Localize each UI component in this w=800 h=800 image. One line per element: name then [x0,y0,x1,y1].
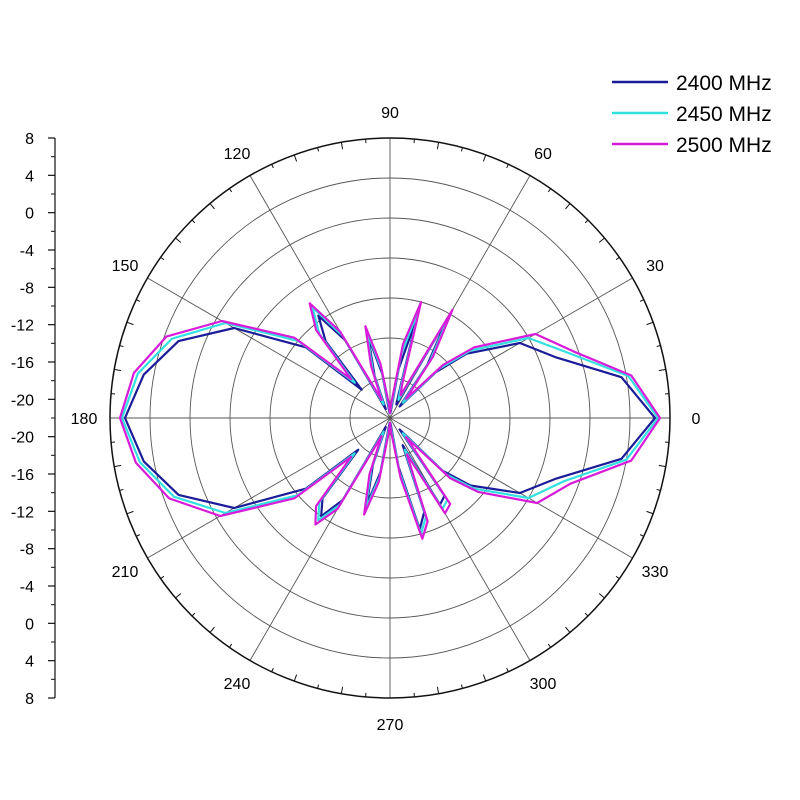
radial-tick-label: -8 [20,542,34,559]
angle-tick [228,643,233,648]
legend-label: 2500 MHz [676,134,772,157]
angle-tick [136,534,141,537]
angle-tick [584,612,589,617]
angle-tick [317,684,320,689]
angle-label: 210 [112,564,139,581]
angle-tick [136,299,141,302]
angle-tick [114,368,122,372]
angle-tick [615,575,620,580]
grid-spoke [147,417,391,559]
angle-tick [460,147,463,152]
angle-tick [482,674,487,682]
angle-tick [547,188,552,193]
grid-spoke [389,277,633,419]
angle-tick [191,612,196,617]
angle-tick [460,684,463,689]
angle-tick [160,256,165,261]
radial-tick-label: -20 [11,430,34,447]
angle-tick [271,164,274,169]
angle-tick [126,321,134,326]
angle-tick [639,299,644,302]
angle-tick [639,534,644,537]
angle-tick [175,237,182,243]
radial-tick-label: 4 [25,168,34,185]
angle-tick [598,237,605,243]
angle-tick [646,321,654,326]
radial-tick-label: -20 [11,392,34,409]
angle-tick [228,188,233,193]
angle-tick [658,368,666,372]
grid-spoke [147,277,391,419]
angle-label: 240 [224,676,251,693]
angle-label: 90 [381,105,399,122]
series-group [118,300,662,540]
radial-tick-label: 8 [25,131,34,148]
angle-label: 270 [377,717,404,734]
angle-label: 60 [534,146,552,163]
radial-tick-label: -16 [11,355,34,372]
legend-label: 2400 MHz [676,72,772,95]
angle-tick [547,643,552,648]
angle-tick [119,345,124,348]
angle-label: 120 [224,146,251,163]
angle-label: 30 [646,258,664,275]
radial-tick-label: -8 [20,280,34,297]
radial-tick-label: 4 [25,654,34,671]
angle-tick [293,154,298,162]
angle-label: 0 [692,411,701,428]
angle-label: 330 [642,564,669,581]
angle-tick [615,256,620,261]
angle-labels: 0 30 60 90 120 150 180 210 240 270 300 330 [71,105,701,734]
angle-tick [646,510,654,515]
radial-tick-label: -12 [11,318,34,335]
angle-tick [340,142,344,150]
radial-tick-label: 0 [25,206,34,223]
grid-spoke [389,417,531,661]
angle-tick [191,219,196,224]
angle-tick [436,142,440,150]
angle-ticks [111,139,669,697]
angle-tick [317,147,320,152]
angle-tick [656,345,661,348]
angle-tick [598,593,605,599]
angle-tick [565,203,571,210]
radial-tick-label: -4 [20,579,34,596]
angle-tick [271,667,274,672]
angle-tick [482,154,487,162]
angle-tick [436,686,440,694]
series-line-2500-mhz [118,300,662,540]
angle-tick [656,488,661,491]
angle-tick [126,510,134,515]
radial-axis-labels: 8 4 0 -4 -8 -12 -16 -20 -20 -16 -12 -8 -4 0 4 8 [11,131,55,708]
angle-tick [293,674,298,682]
angle-tick [209,626,215,633]
angle-tick [175,593,182,599]
angle-tick [119,488,124,491]
angle-tick [114,464,122,468]
angle-label: 180 [71,411,98,428]
outer-circle [109,137,671,699]
angle-label: 300 [530,676,557,693]
radial-tick-label: -4 [20,243,34,260]
angle-tick [209,203,215,210]
angle-tick [160,575,165,580]
radial-tick-label: 0 [25,616,34,633]
angle-label: 150 [112,258,139,275]
angle-tick [340,686,344,694]
radial-tick-label: -12 [11,504,34,521]
legend: 2400 MHz 2450 MHz 2500 MHz [612,72,772,157]
angle-tick [565,626,571,633]
angle-tick [658,464,666,468]
angle-tick [584,219,589,224]
radial-tick-label: -16 [11,467,34,484]
angle-tick [506,667,509,672]
legend-label: 2450 MHz [676,103,772,126]
radial-tick-label: 8 [25,691,34,708]
angle-tick [506,164,509,169]
grid-spoke [389,417,633,559]
